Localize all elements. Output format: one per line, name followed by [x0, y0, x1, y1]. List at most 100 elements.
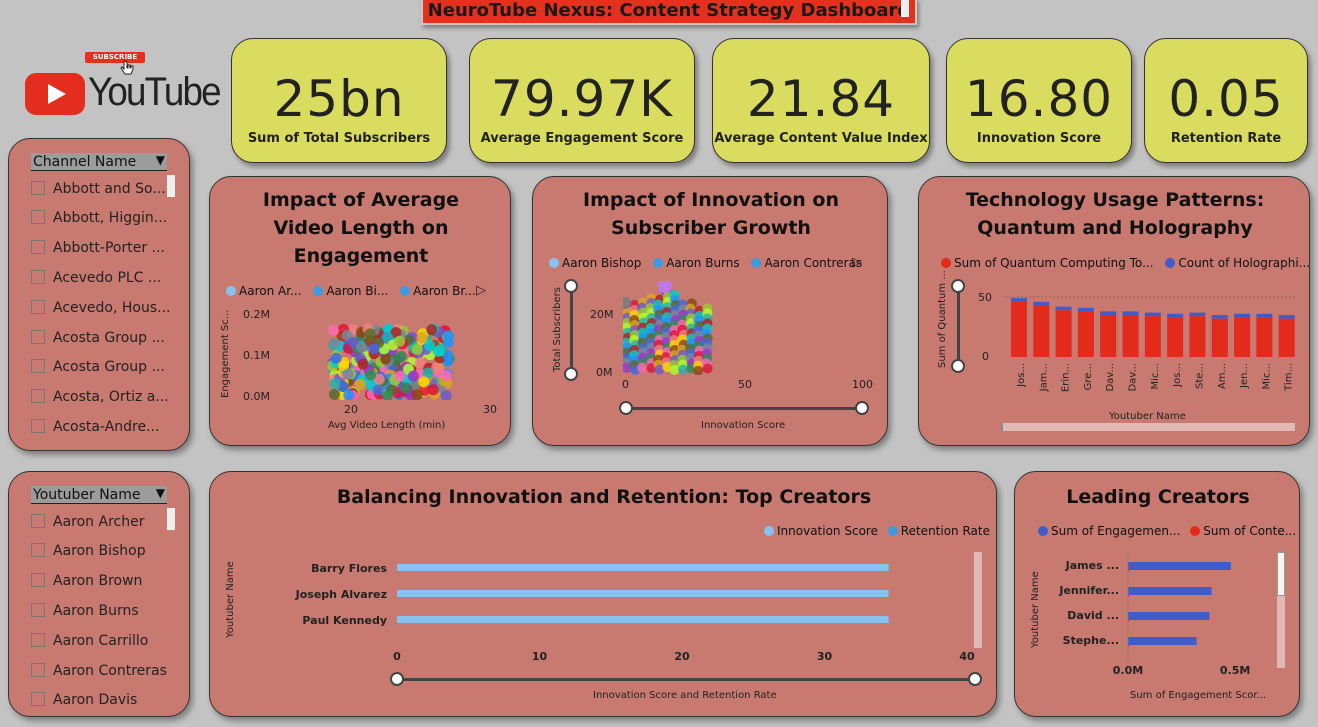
slicer-item[interactable]: Acevedo, Hous... — [31, 299, 171, 322]
slicer-item[interactable]: Acosta Group ... — [31, 329, 165, 352]
chart-legend[interactable]: Innovation Score Retention Rate — [764, 524, 990, 538]
scatter-point — [390, 327, 402, 339]
kpi-innovation-score[interactable]: 16.80 Innovation Score — [946, 38, 1132, 163]
bar-plot-area[interactable]: Jos... Jam... Erin... Gre... Dav... Dav... Mic… — [1005, 287, 1295, 417]
slicer-item[interactable]: Aaron Archer — [31, 513, 144, 536]
slicer-item[interactable]: Aaron Burns — [31, 602, 139, 625]
slicer-scrollbar[interactable] — [167, 508, 175, 530]
youtube-logo: SUBSCRIBE YouTube — [22, 50, 222, 120]
slicer-header[interactable]: Youtuber Name ▼ — [31, 486, 167, 504]
x-range-slider-handle[interactable] — [968, 672, 982, 686]
bar-content — [1128, 570, 1129, 572]
slicer-item[interactable]: Abbott-Porter ... — [31, 239, 165, 262]
x-tick: Jen... — [1239, 363, 1250, 389]
bar-quantum — [1211, 318, 1228, 357]
legend-dot — [313, 285, 324, 296]
scatter-point — [395, 350, 407, 362]
scatter-plot-area[interactable] — [325, 320, 475, 400]
slicer-item[interactable]: Aaron Brown — [31, 572, 142, 595]
slicer-scrollbar[interactable] — [167, 175, 175, 197]
y-range-slider-handle[interactable] — [564, 279, 578, 293]
scatter-point — [432, 345, 444, 357]
bar-plot-area[interactable]: James ... Jennifer... David ... Stephe... 0.… — [1045, 554, 1285, 674]
legend-label: Aaron Bishop — [562, 256, 642, 270]
x-axis-label: Avg Video Length (min) — [328, 420, 446, 431]
kpi-value: 16.80 — [964, 70, 1114, 128]
scatter-point — [347, 337, 359, 348]
x-axis-label: Innovation Score — [701, 420, 786, 431]
checkbox[interactable] — [31, 513, 45, 528]
kpi-value: 25bn — [273, 70, 405, 128]
checkbox[interactable] — [31, 269, 45, 284]
checkbox[interactable] — [31, 209, 45, 224]
slicer-item[interactable]: Acevedo PLC ... — [31, 269, 161, 292]
scatter-point — [637, 362, 648, 373]
slicer-item-label: Acosta-Andre... — [53, 419, 160, 435]
checkbox[interactable] — [31, 388, 45, 403]
slicer-item[interactable]: Acosta-Andre... — [31, 418, 160, 441]
vertical-scrollbar[interactable] — [974, 552, 982, 648]
x-range-slider-track[interactable] — [396, 678, 976, 681]
kpi-engagement-score[interactable]: 79.97K Average Engagement Score — [469, 38, 695, 163]
chevron-down-icon[interactable]: ▼ — [155, 153, 165, 167]
checkbox[interactable] — [31, 418, 45, 433]
legend-dot — [1038, 525, 1048, 536]
checkbox[interactable] — [31, 542, 45, 557]
bar-holographic — [1211, 315, 1228, 319]
slicer-item[interactable]: Aaron Contreras — [31, 662, 167, 685]
legend-label: Aaron Burns — [666, 256, 740, 270]
legend-next-icon[interactable]: ▷ — [476, 283, 486, 298]
checkbox[interactable] — [31, 602, 45, 617]
y-range-slider-track[interactable] — [570, 287, 573, 373]
slicer-item[interactable]: Abbott, Higgin... — [31, 209, 167, 232]
scatter-point — [329, 378, 341, 390]
checkbox[interactable] — [31, 299, 45, 314]
x-range-slider-handle[interactable] — [855, 401, 869, 415]
scatter-point — [424, 340, 436, 351]
x-range-slider-handle[interactable] — [390, 672, 404, 686]
y-range-slider-handle[interactable] — [564, 367, 578, 381]
slicer-item[interactable]: Abbott and So... — [31, 180, 166, 203]
checkbox[interactable] — [31, 329, 45, 344]
chevron-down-icon[interactable]: ▼ — [155, 486, 165, 500]
kpi-retention-rate[interactable]: 0.05 Retention Rate — [1144, 38, 1308, 163]
chart-legend[interactable]: Sum of Engagemen... Sum of Conte... — [1038, 524, 1296, 538]
slicer-item[interactable]: Acosta Group ... — [31, 358, 165, 381]
checkbox[interactable] — [31, 239, 45, 254]
slicer-item[interactable]: Aaron Bishop — [31, 542, 146, 565]
x-range-slider-handle[interactable] — [619, 401, 633, 415]
slicer-item[interactable]: Aaron Carrillo — [31, 632, 148, 655]
bar-plot-area[interactable]: Barry Flores Joseph Alvarez Paul Kennedy 0 1… — [270, 552, 990, 664]
checkbox[interactable] — [31, 572, 45, 587]
bar-holographic — [1011, 298, 1027, 302]
scrollbar-thumb[interactable] — [1277, 552, 1285, 596]
slicer-item[interactable]: Acosta, Ortiz a... — [31, 388, 169, 411]
chart-legend[interactable]: Aaron Ar... Aaron Bi... Aaron Br... — [226, 284, 476, 298]
legend-next-icon[interactable]: ▷ — [852, 255, 862, 270]
chart-legend[interactable]: Sum of Quantum Computing To... Count of … — [941, 256, 1310, 270]
slicer-item[interactable]: Aaron Davis — [31, 691, 137, 714]
horizontal-scrollbar[interactable] — [1001, 423, 1295, 431]
scatter-point — [407, 370, 419, 382]
checkbox[interactable] — [31, 358, 45, 373]
checkbox[interactable] — [31, 662, 45, 677]
x-range-slider-track[interactable] — [625, 407, 863, 410]
slicer-item-label: Abbott-Porter ... — [53, 240, 165, 256]
y-range-slider-track[interactable] — [957, 287, 960, 365]
scatter-point — [443, 330, 454, 342]
y-range-slider-handle[interactable] — [951, 359, 965, 373]
chart-legend[interactable]: Aaron Bishop Aaron Burns Aaron Contreras — [549, 256, 862, 270]
y-tick: Paul Kennedy — [302, 614, 387, 627]
slicer-header[interactable]: Channel Name ▼ — [31, 153, 167, 171]
scatter-point — [380, 353, 392, 365]
checkbox[interactable] — [31, 691, 45, 706]
y-range-slider-handle[interactable] — [951, 279, 965, 293]
vertical-scrollbar[interactable] — [1277, 552, 1285, 668]
legend-label: Sum of Conte... — [1203, 524, 1297, 538]
kpi-content-value-index[interactable]: 21.84 Average Content Value Index — [712, 38, 930, 163]
bar-quantum — [1189, 316, 1206, 357]
kpi-total-subscribers[interactable]: 25bn Sum of Total Subscribers — [231, 38, 447, 163]
scatter-plot-area[interactable] — [623, 281, 723, 375]
checkbox[interactable] — [31, 180, 45, 195]
checkbox[interactable] — [31, 632, 45, 647]
